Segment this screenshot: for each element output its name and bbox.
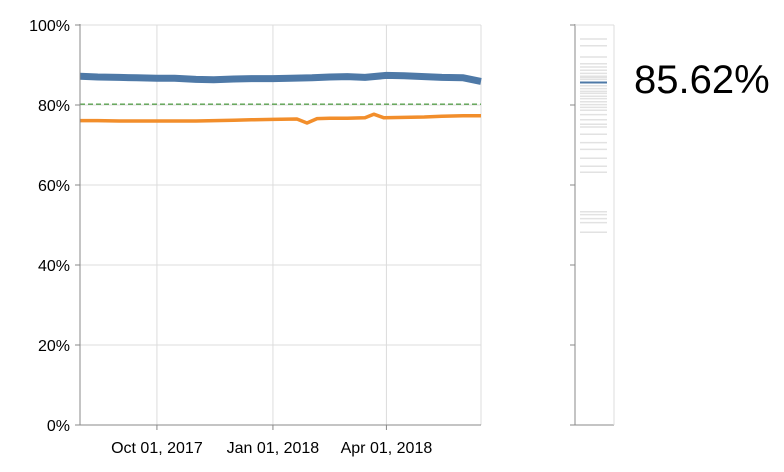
- y-axis-ticks: 0% 20% 40% 60% 80% 100%: [29, 18, 80, 435]
- y-tick-label: 0%: [47, 418, 70, 435]
- x-tick-label: Jan 01, 2018: [227, 440, 320, 457]
- current-value: 85.62%: [634, 58, 770, 102]
- x-tick-label: Oct 01, 2017: [111, 440, 203, 457]
- y-tick-label: 40%: [38, 258, 70, 275]
- y-tick-label: 20%: [38, 338, 70, 355]
- series-line-1: [79, 71, 482, 85]
- series-lines: [79, 71, 482, 125]
- series-line-2: [80, 112, 481, 125]
- y-tick-label: 80%: [38, 98, 70, 115]
- x-tick-label: Apr 01, 2018: [341, 440, 433, 457]
- gridlines: [80, 24, 482, 426]
- y-tick-label: 100%: [29, 18, 70, 35]
- y-tick-label: 60%: [38, 178, 70, 195]
- x-axis-ticks: Oct 01, 2017 Jan 01, 2018 Apr 01, 2018: [111, 425, 432, 457]
- axes: [79, 24, 481, 426]
- distribution-strip: [570, 24, 615, 426]
